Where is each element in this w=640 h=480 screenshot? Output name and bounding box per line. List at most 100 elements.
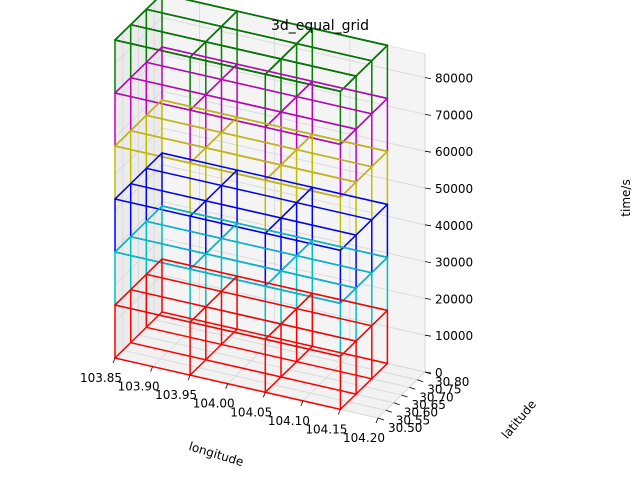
x-tick-mark (262, 392, 266, 398)
y-tick-mark (377, 417, 385, 421)
cube-edge-y (189, 169, 238, 217)
cube-edge-x (161, 258, 389, 312)
cube-edge-y (339, 309, 389, 358)
cube-edge-x (129, 182, 357, 236)
cube-edge-x (161, 311, 389, 365)
x-tick-mark (150, 366, 153, 372)
x-tick-mark (300, 400, 304, 407)
y-axis-label: latitude (499, 397, 539, 441)
y-tick-label: 30.65 (412, 398, 446, 412)
cube-edge-x (145, 114, 373, 168)
cube-edge-y (339, 362, 389, 411)
z-tick-label: 60000 (435, 145, 473, 159)
cube-edge-y (339, 44, 389, 93)
cube-edge-x (114, 39, 342, 93)
x-tick-mark (112, 357, 116, 364)
x-tick-mark (375, 417, 379, 424)
y-tick-label: 30.70 (419, 390, 453, 404)
gridline-z-left (114, 238, 163, 285)
cube-edge-y (114, 152, 163, 200)
cube-edge-y (189, 222, 238, 270)
cube-edge-y (264, 292, 314, 341)
y-tick-label: 30.75 (427, 383, 461, 397)
x-tick-mark (225, 383, 229, 389)
cube-edge-y (114, 311, 163, 359)
z-tick-label: 30000 (435, 256, 473, 270)
cube-edge-x (184, 0, 389, 47)
z-tick-label: 70000 (435, 108, 473, 122)
cube-edge-y (189, 116, 238, 164)
z-tick-label: 10000 (435, 329, 473, 343)
cube-edge-x (114, 92, 342, 146)
z-tick-mark (424, 298, 432, 300)
x-tick-mark (187, 374, 191, 381)
cube-edge-y (339, 97, 389, 146)
y-tick-mark (409, 386, 416, 390)
z-tick-label: 40000 (435, 219, 473, 233)
z-tick-label: 50000 (435, 182, 473, 196)
gridline-z-left (114, 274, 163, 322)
cube-edge-y (114, 46, 163, 94)
cube-edge-y (264, 80, 314, 129)
z-tick-label: 80000 (435, 72, 473, 86)
cube-edge-x (114, 251, 342, 305)
x-tick-mark (338, 409, 341, 415)
cube-edge-x (129, 76, 357, 130)
cube-edge-x (145, 326, 373, 380)
x-tick-label: 104.15 (305, 422, 347, 436)
chart-title: 3d_equal_grid (271, 18, 369, 34)
z-tick-mark (424, 187, 432, 190)
cube-edge-x (129, 341, 357, 395)
x-tick-label: 104.20 (343, 431, 385, 445)
gridline-z-left (114, 54, 163, 101)
x-tick-label: 103.90 (118, 380, 160, 394)
gridline-z-left (114, 164, 163, 212)
gridline-y-floor (154, 319, 418, 381)
z-tick-mark (424, 334, 432, 337)
y-tick-mark (417, 379, 424, 383)
x-tick-label: 104.00 (193, 397, 235, 411)
y-tick-label: 30.50 (388, 421, 422, 435)
z-tick-mark (424, 150, 432, 153)
cube-edge-y (339, 256, 389, 305)
cube-edge-y (114, 258, 163, 306)
gridline-z-left (114, 201, 163, 248)
z-tick-mark (424, 77, 432, 79)
cube-edge-y (114, 99, 163, 147)
cube-edge-y (264, 345, 314, 394)
cube-edge-y (189, 328, 238, 376)
x-tick-label: 104.05 (230, 405, 272, 419)
z-axis-label: time/s (619, 179, 633, 216)
gridline-y-floor (138, 334, 402, 396)
grid-cubes (114, 0, 389, 411)
y-tick-label: 30.60 (404, 406, 438, 420)
cube-edge-x (145, 220, 373, 274)
cube-edge-x (114, 304, 342, 358)
cube-edge-x (129, 23, 357, 77)
y-tick-mark (393, 402, 400, 406)
cube-edge-x (129, 288, 357, 342)
z-tick-mark (424, 371, 432, 374)
axis-ticks: 103.85103.90103.95104.00104.05104.10104.… (80, 72, 473, 445)
cube-edge-x (145, 167, 373, 221)
cube-edge-x (161, 205, 389, 259)
cube-edge-x (129, 235, 357, 289)
gridline-y-floor (122, 349, 386, 411)
z-tick-mark (424, 261, 432, 263)
cube-edge-y (189, 275, 238, 323)
z-tick-mark (424, 224, 432, 227)
gridline-z-left (114, 17, 163, 64)
cube-edge-x (145, 273, 373, 327)
cube-edge-x (161, 152, 389, 206)
cube-edge-y (189, 10, 238, 58)
cube-edge-y (264, 133, 314, 182)
x-tick-label: 104.10 (268, 414, 310, 428)
cube-edge-x (161, 99, 389, 153)
y-tick-mark (401, 394, 408, 398)
cube-edge-x (114, 145, 342, 199)
x-tick-label: 103.95 (155, 388, 197, 402)
cube-edge-y (264, 239, 314, 288)
x-axis-label: longitude (187, 439, 245, 469)
z-tick-mark (424, 114, 432, 116)
